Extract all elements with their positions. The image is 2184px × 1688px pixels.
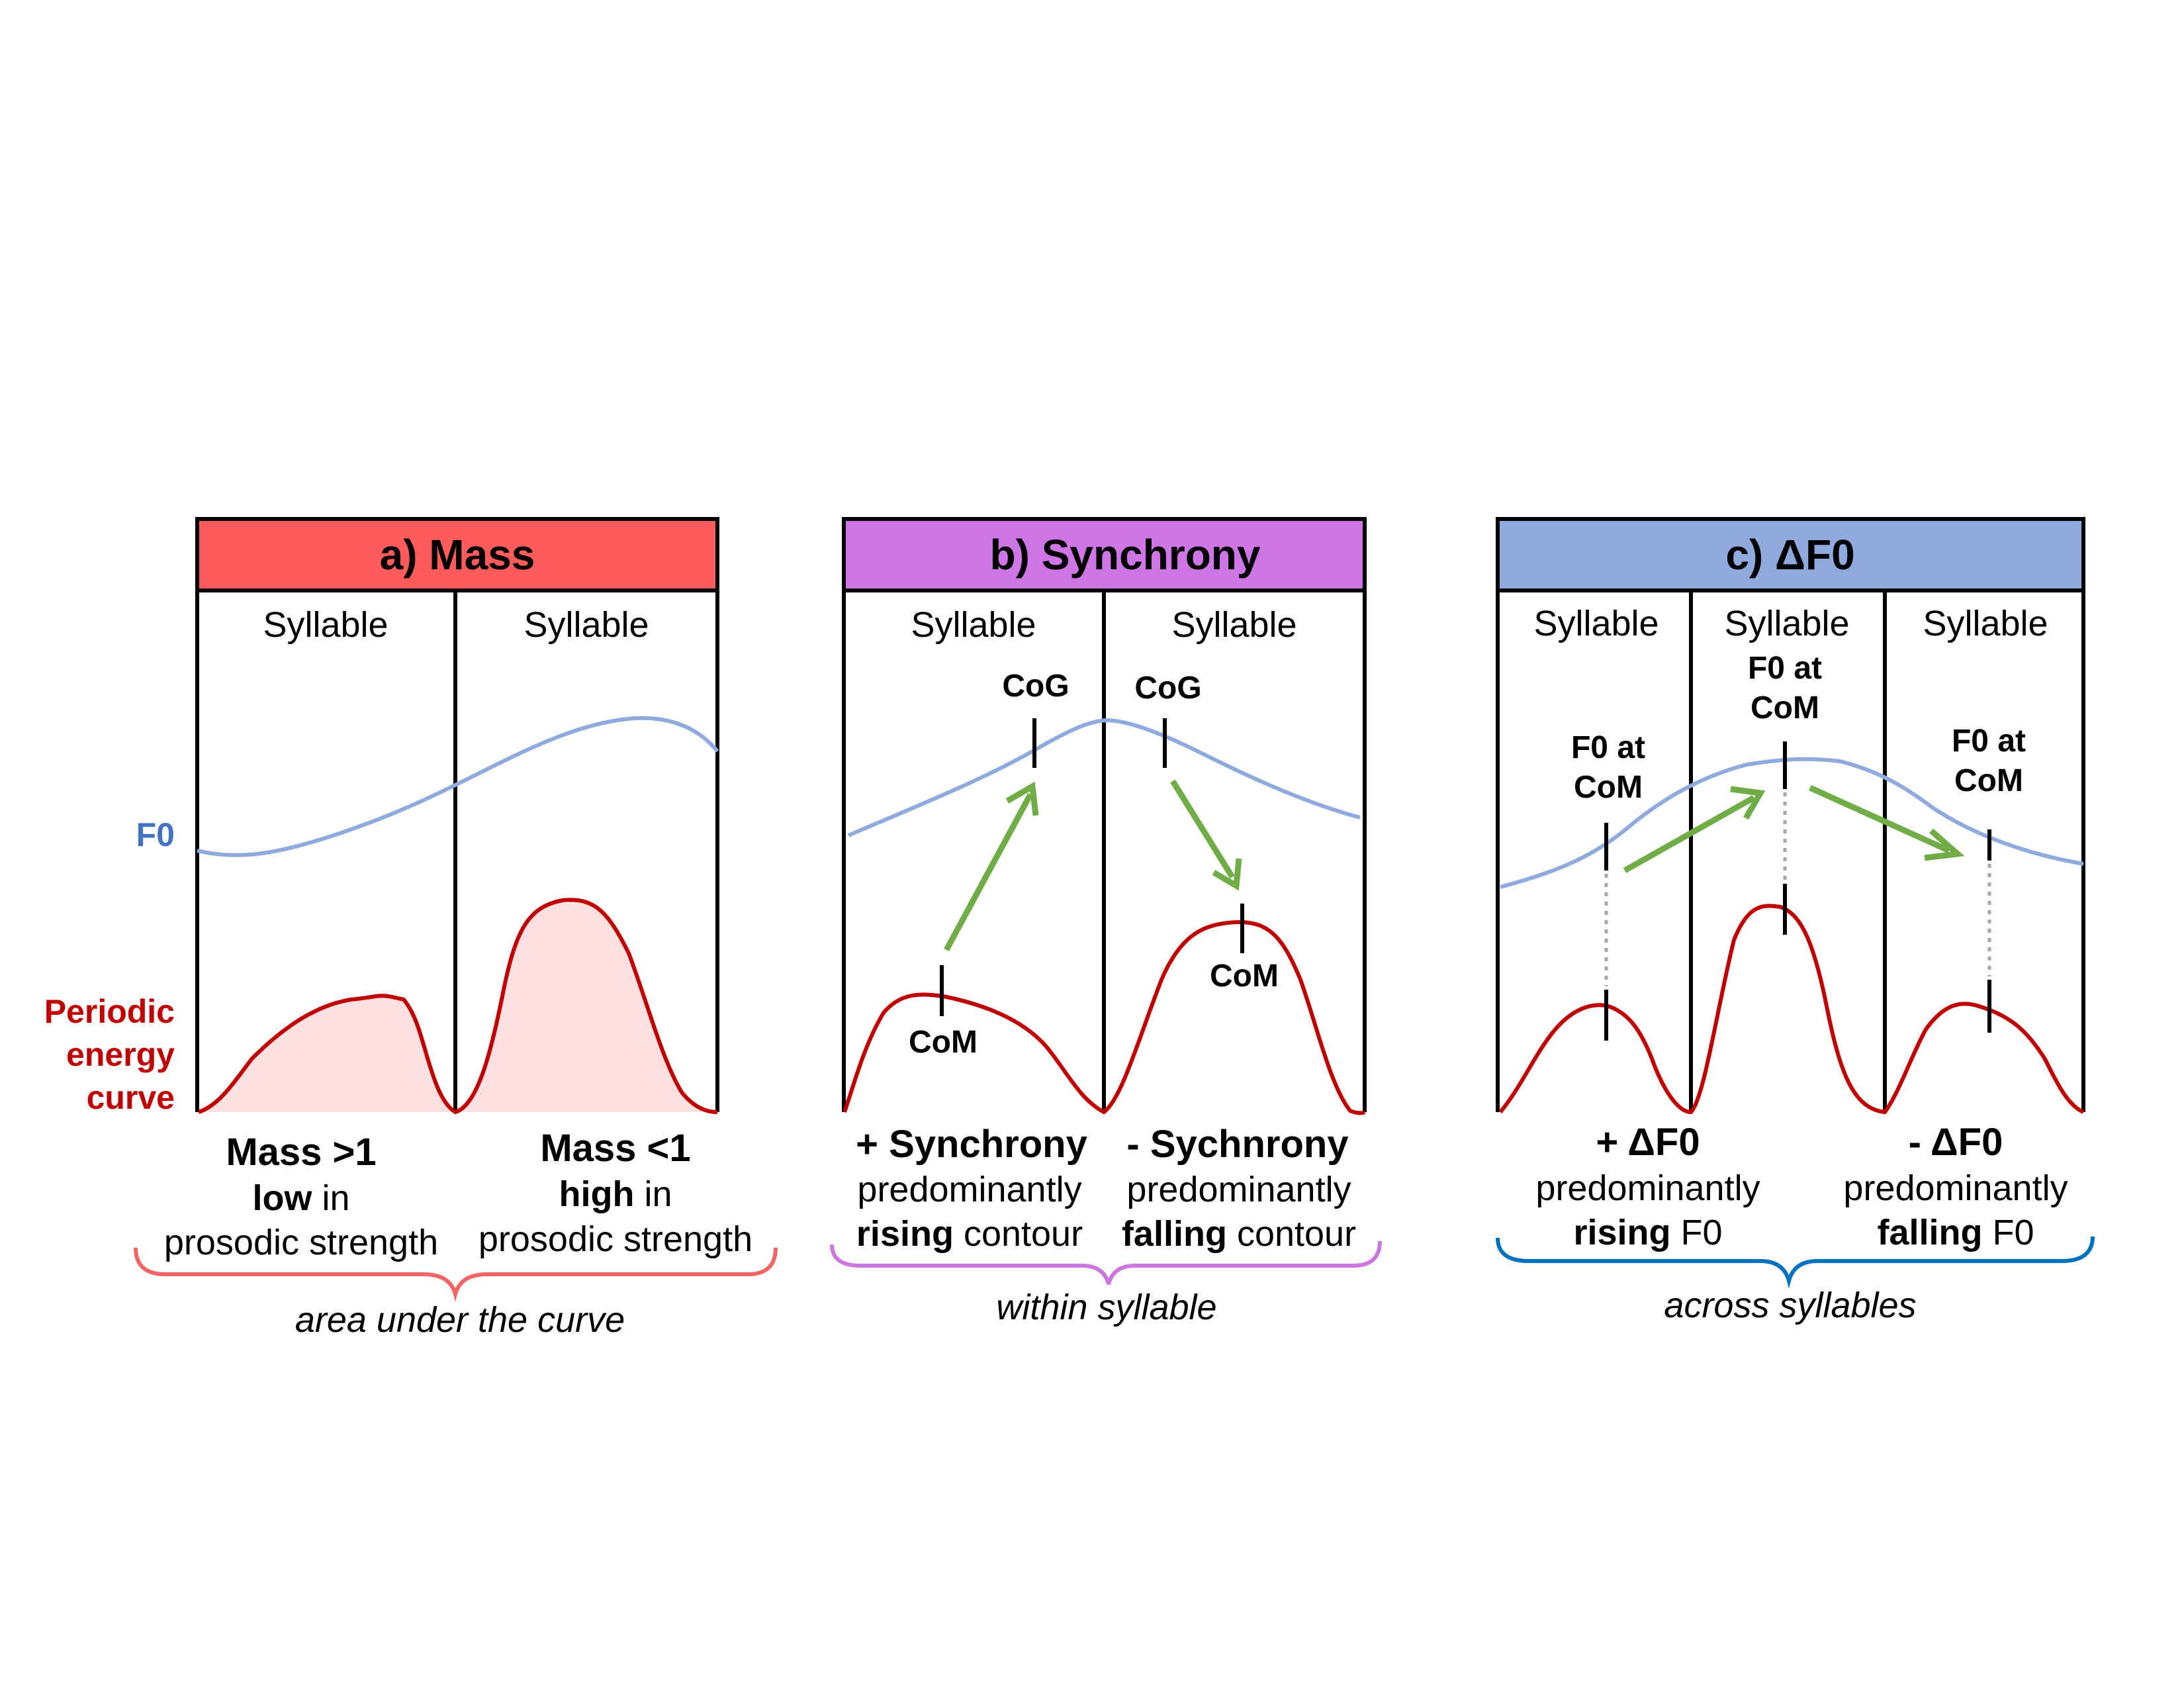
df0-energy-curve bbox=[1498, 904, 2085, 1115]
df0-left-line2: predominantly bbox=[1535, 1168, 1760, 1208]
df0-brace-label: across syllables bbox=[1664, 1286, 1916, 1325]
synchrony-title-bar bbox=[842, 517, 1367, 592]
synchrony-right-line3: falling contour bbox=[1122, 1214, 1356, 1254]
df0-falling-arrow bbox=[1809, 784, 1950, 854]
panel-synchrony: b) Synchrony Syllable Syllable CoG CoG C… bbox=[830, 517, 1382, 1327]
mass-left-headline: Mass >1 bbox=[226, 1131, 376, 1174]
df0-f0-at-com-2-line2: CoM bbox=[1751, 690, 1819, 726]
synchrony-syllable-left: Syllable bbox=[911, 605, 1036, 645]
mass-syllable-left: Syllable bbox=[263, 605, 388, 645]
mass-f0-curve bbox=[197, 716, 719, 857]
mass-energy-curve bbox=[197, 898, 718, 1115]
df0-right-headline: - ΔF0 bbox=[1909, 1121, 2003, 1164]
synchrony-cog-left-label: CoG bbox=[1002, 669, 1069, 704]
synchrony-left-line3: rising contour bbox=[856, 1214, 1083, 1254]
df0-title: c) ΔF0 bbox=[1725, 531, 1854, 579]
synchrony-left-line3-rest: contour bbox=[954, 1214, 1083, 1254]
df0-right-line3-rest: F0 bbox=[1982, 1213, 2034, 1252]
mass-left-line2-rest: in bbox=[312, 1178, 349, 1218]
synchrony-rising-arrowhead bbox=[1005, 781, 1039, 816]
df0-f0-at-com-3-line2: CoM bbox=[1954, 763, 2023, 798]
synchrony-com-right-label: CoM bbox=[1210, 959, 1279, 994]
mass-left-line2: low in bbox=[252, 1178, 349, 1218]
df0-syllable-1: Syllable bbox=[1533, 604, 1659, 643]
synchrony-right-headline: - Sychnrony bbox=[1126, 1123, 1348, 1166]
panel-mass: a) Mass Syllable Syllable Mass >1 low in… bbox=[134, 517, 778, 1340]
synchrony-syllable-right: Syllable bbox=[1171, 605, 1297, 645]
df0-title-bar bbox=[1496, 517, 2085, 592]
synchrony-brace-label: within syllable bbox=[996, 1288, 1216, 1327]
synchrony-f0-curve bbox=[847, 718, 1361, 837]
mass-right-line2-bold: high bbox=[559, 1174, 634, 1214]
energy-side-label-line3: curve bbox=[87, 1079, 175, 1116]
mass-brace-label: area under the curve bbox=[295, 1300, 625, 1340]
synchrony-left-line2: predominantly bbox=[857, 1170, 1081, 1209]
synchrony-falling-arrowhead bbox=[1212, 858, 1242, 891]
f0-side-label: F0 bbox=[136, 816, 175, 853]
df0-left-headline: + ΔF0 bbox=[1596, 1121, 1700, 1164]
mass-syllable-right: Syllable bbox=[523, 605, 649, 645]
df0-f0-at-com-1-line1: F0 at bbox=[1571, 730, 1645, 765]
df0-left-line3-bold: rising bbox=[1573, 1213, 1670, 1252]
mass-energy-fill-right bbox=[455, 900, 717, 1112]
df0-syllable-3: Syllable bbox=[1923, 604, 2048, 643]
df0-f0-at-com-3-line1: F0 at bbox=[1952, 724, 2026, 759]
synchrony-brace bbox=[830, 1241, 1382, 1285]
synchrony-energy-curve bbox=[842, 919, 1366, 1115]
df0-rising-arrowhead bbox=[1730, 786, 1766, 820]
energy-side-label-line2: energy bbox=[66, 1036, 175, 1073]
synchrony-right-line3-rest: contour bbox=[1227, 1214, 1356, 1254]
df0-f0-at-com-2-line1: F0 at bbox=[1748, 651, 1822, 686]
synchrony-rising-arrow bbox=[944, 792, 1033, 952]
mass-right-line2-rest: in bbox=[634, 1174, 672, 1214]
df0-right-line3: falling F0 bbox=[1877, 1213, 2034, 1252]
synchrony-right-line2: predominantly bbox=[1126, 1170, 1351, 1209]
synchrony-left-line3-bold: rising bbox=[856, 1214, 954, 1254]
synchrony-right-line3-bold: falling bbox=[1122, 1214, 1227, 1254]
synchrony-title: b) Synchrony bbox=[990, 531, 1261, 579]
synchrony-left-headline: + Synchrony bbox=[856, 1123, 1087, 1166]
mass-brace bbox=[134, 1247, 778, 1302]
df0-right-line3-bold: falling bbox=[1877, 1213, 1982, 1252]
df0-f0-at-com-1-line2: CoM bbox=[1574, 770, 1643, 805]
synchrony-cog-right-label: CoG bbox=[1134, 671, 1201, 706]
df0-left-line3-rest: F0 bbox=[1671, 1213, 1723, 1252]
mass-right-headline: Mass <1 bbox=[540, 1127, 690, 1170]
df0-right-line2: predominantly bbox=[1843, 1168, 2068, 1208]
mass-title: a) Mass bbox=[380, 531, 535, 579]
synchrony-falling-arrow bbox=[1170, 779, 1235, 879]
df0-brace bbox=[1496, 1236, 2095, 1289]
mass-left-line2-bold: low bbox=[252, 1178, 312, 1218]
mass-title-bar bbox=[195, 517, 719, 592]
synchrony-com-left-label: CoM bbox=[909, 1025, 978, 1060]
mass-right-line3: prosodic strength bbox=[478, 1219, 752, 1259]
df0-left-line3: rising F0 bbox=[1573, 1213, 1722, 1252]
panel-delta-f0: c) ΔF0 Syllable Syllable Syllable F0 at … bbox=[1496, 517, 2095, 1325]
mass-energy-fill-left bbox=[199, 996, 455, 1112]
df0-rising-arrow bbox=[1623, 795, 1756, 873]
energy-side-label-line1: Periodic bbox=[44, 993, 175, 1030]
df0-frame bbox=[1496, 588, 2085, 1112]
df0-syllable-2: Syllable bbox=[1724, 604, 1849, 643]
mass-left-line3: prosodic strength bbox=[164, 1223, 438, 1262]
df0-falling-arrowhead bbox=[1924, 828, 1965, 861]
mass-right-line2: high in bbox=[559, 1174, 672, 1214]
